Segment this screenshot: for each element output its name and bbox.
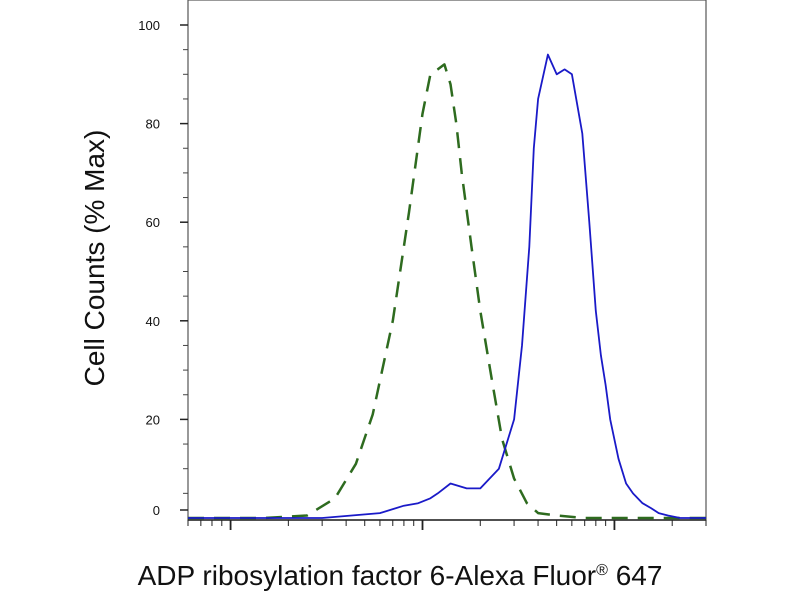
- y-tick-label: 60: [146, 215, 160, 230]
- series-solid-line: [188, 53, 706, 519]
- registered-mark: ®: [596, 562, 608, 579]
- y-tick-label: 0: [153, 503, 160, 518]
- series-dashed-line: [188, 63, 706, 520]
- y-tick-label: 20: [146, 412, 160, 427]
- y-tick-label: 40: [146, 314, 160, 329]
- series-group: [188, 53, 706, 520]
- plot-frame: [187, 0, 707, 521]
- y-tick-label: 100: [138, 18, 160, 33]
- y-tick-label: 80: [146, 117, 160, 132]
- x-axis-title-main: ADP ribosylation factor 6-Alexa Fluor: [137, 560, 597, 591]
- x-axis: [187, 519, 707, 530]
- x-axis-title-tail: 647: [607, 560, 663, 591]
- x-axis-title: ADP ribosylation factor 6-Alexa Fluor® 6…: [0, 560, 800, 592]
- y-axis: 0 20 40 60 80 100: [138, 18, 188, 518]
- y-axis-title: Cell Counts (% Max): [79, 129, 110, 387]
